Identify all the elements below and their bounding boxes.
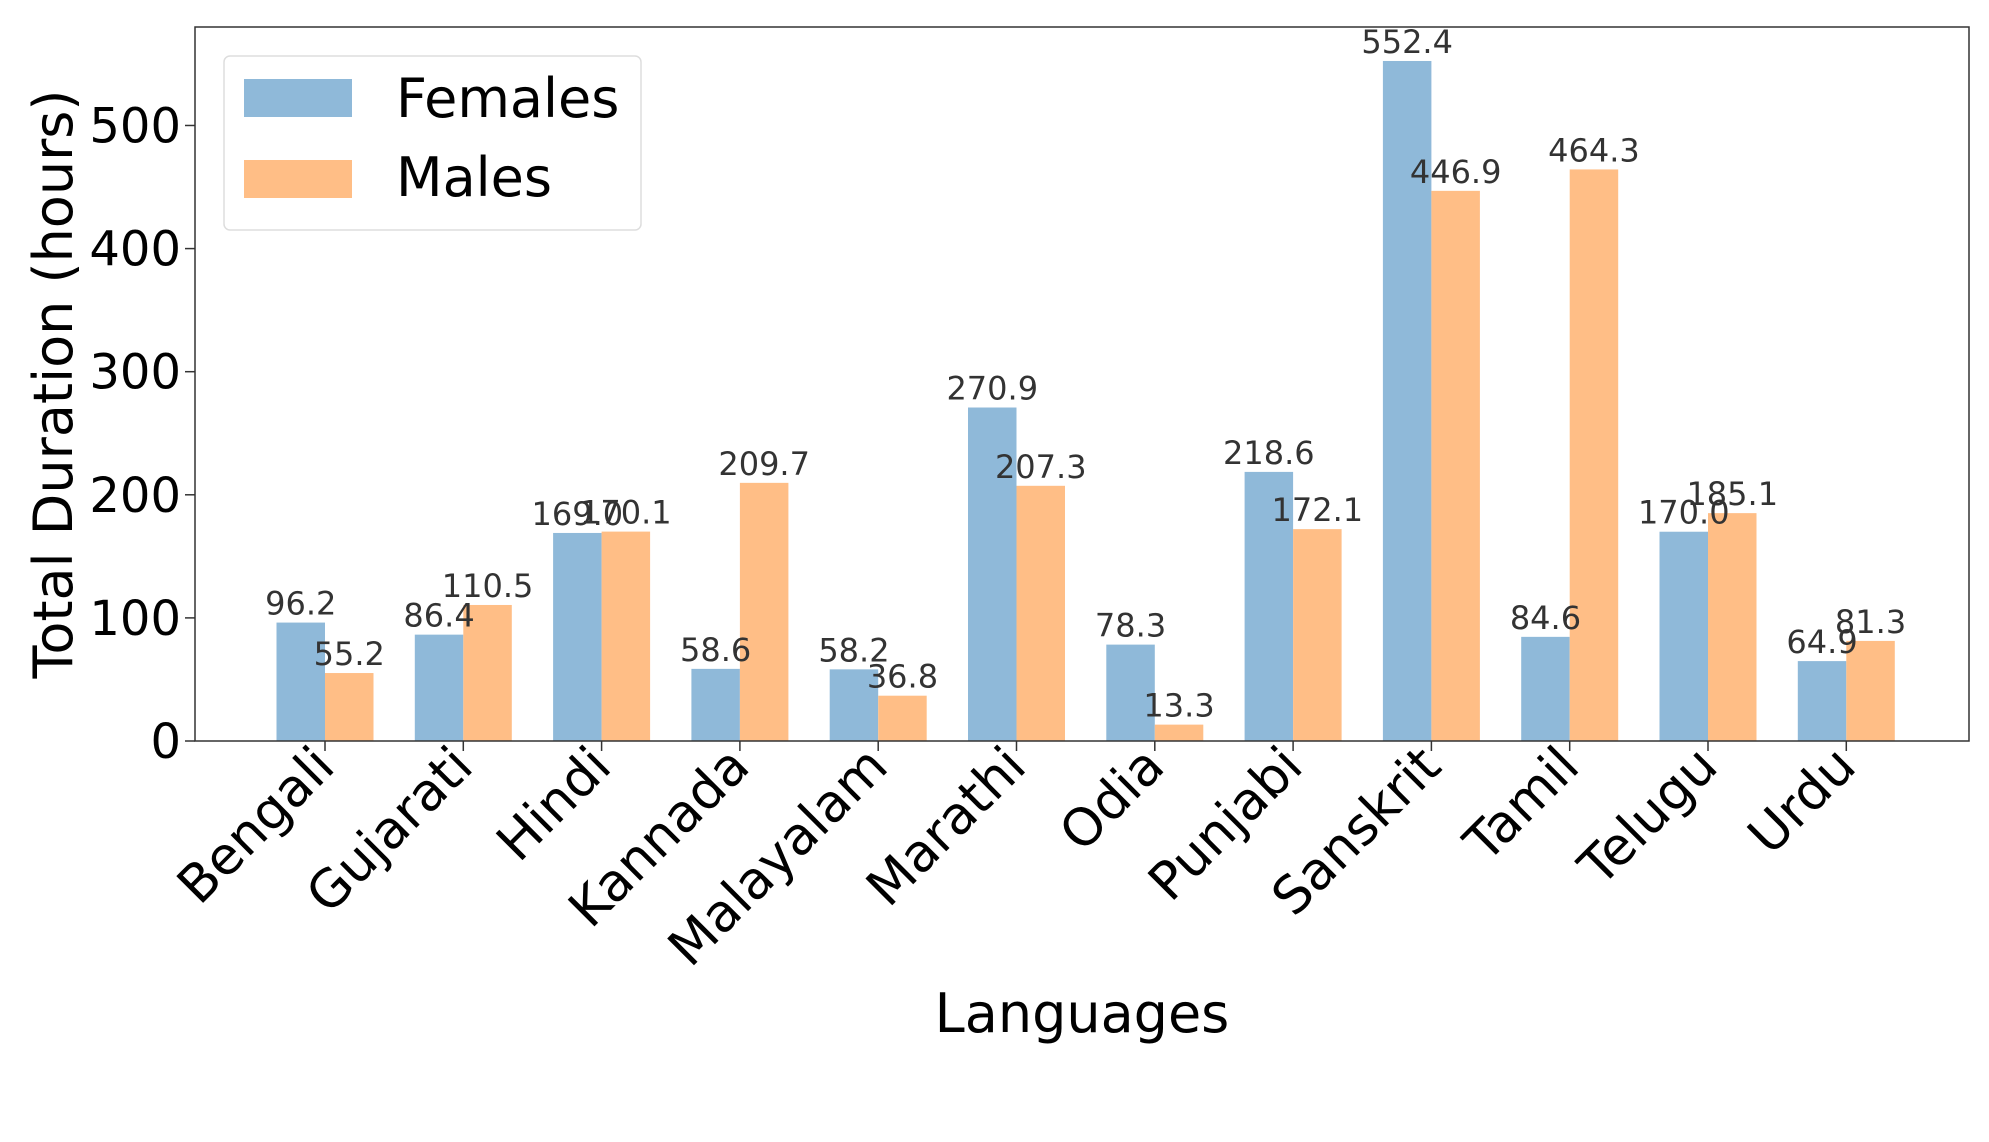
value-label-females-sanskrit: 552.4 (1361, 23, 1453, 61)
bar-females-tamil (1521, 636, 1570, 741)
bar-females-kannada (691, 668, 740, 741)
legend: Females Males (223, 55, 642, 231)
y-tick-label-500: 500 (89, 98, 181, 154)
bar-females-odia (1106, 644, 1155, 741)
x-tick-label-odia: Odia (1049, 736, 1176, 863)
value-label-males-kannada: 209.7 (718, 445, 810, 483)
bar-males-marathi (1016, 485, 1065, 741)
x-tick-label-urdu: Urdu (1737, 736, 1867, 866)
bar-males-hindi (601, 531, 651, 741)
legend-swatch-females (244, 79, 352, 117)
bars-layer (276, 60, 1895, 742)
bar-females-sanskrit (1382, 60, 1432, 741)
bar-females-bengali (276, 622, 325, 741)
value-label-males-tamil: 464.3 (1548, 131, 1640, 169)
bar-males-punjabi (1293, 529, 1342, 741)
y-axis: 0 100 200 300 400 500 (89, 98, 195, 770)
bar-females-urdu (1797, 661, 1847, 741)
bar-females-telugu (1659, 531, 1708, 741)
y-axis-title: Total Duration (hours) (22, 90, 85, 680)
value-label-males-telugu: 185.1 (1686, 475, 1778, 513)
y-tick-label-0: 0 (150, 714, 181, 770)
bar-males-odia (1154, 724, 1204, 741)
value-label-males-gujarati: 110.5 (442, 567, 534, 605)
bar-females-hindi (553, 532, 602, 741)
value-label-males-marathi: 207.3 (995, 448, 1087, 486)
bar-females-gujarati (414, 634, 464, 741)
y-tick-label-200: 200 (89, 468, 181, 524)
bar-males-kannada (739, 482, 789, 741)
value-label-females-odia: 78.3 (1095, 607, 1166, 645)
value-label-females-kannada: 58.6 (680, 631, 751, 669)
bar-males-gujarati (463, 604, 512, 741)
legend-swatch-males (244, 160, 352, 198)
value-label-females-punjabi: 218.6 (1223, 434, 1315, 472)
bar-males-tamil (1569, 169, 1619, 742)
value-label-males-malayalam: 36.8 (867, 658, 938, 696)
x-axis-title: Languages (935, 982, 1230, 1045)
value-label-males-hindi: 170.1 (580, 494, 672, 532)
y-tick-label-300: 300 (89, 345, 181, 401)
bar-males-telugu (1708, 513, 1757, 741)
legend-label-males: Males (396, 146, 552, 209)
bar-females-marathi (968, 407, 1017, 741)
value-label-males-punjabi: 172.1 (1272, 491, 1364, 529)
value-label-males-odia: 13.3 (1143, 687, 1214, 725)
value-label-females-gujarati: 86.4 (403, 597, 474, 635)
bar-males-sanskrit (1431, 190, 1480, 741)
value-label-females-urdu: 64.9 (1786, 623, 1857, 661)
bar-females-malayalam (829, 669, 879, 741)
bar-females-punjabi (1244, 471, 1294, 741)
value-label-males-sanskrit: 446.9 (1410, 153, 1502, 191)
value-label-females-tamil: 84.6 (1510, 599, 1581, 637)
y-tick-label-400: 400 (89, 222, 181, 278)
value-label-females-marathi: 270.9 (946, 370, 1038, 408)
value-label-females-malayalam: 58.2 (818, 631, 889, 669)
value-label-females-telugu: 170.0 (1638, 494, 1730, 532)
bar-males-bengali (325, 673, 374, 741)
x-tick-label-telugu: Telugu (1567, 736, 1729, 898)
value-label-females-bengali: 96.2 (265, 585, 336, 623)
value-label-males-bengali: 55.2 (314, 635, 385, 673)
value-label-males-urdu: 81.3 (1835, 603, 1906, 641)
legend-label-females: Females (396, 67, 619, 130)
bar-males-urdu (1846, 640, 1895, 741)
plot-frame (194, 26, 1970, 742)
value-label-females-hindi: 169.0 (532, 495, 624, 533)
y-tick-label-100: 100 (89, 591, 181, 647)
bar-males-malayalam (878, 695, 927, 741)
